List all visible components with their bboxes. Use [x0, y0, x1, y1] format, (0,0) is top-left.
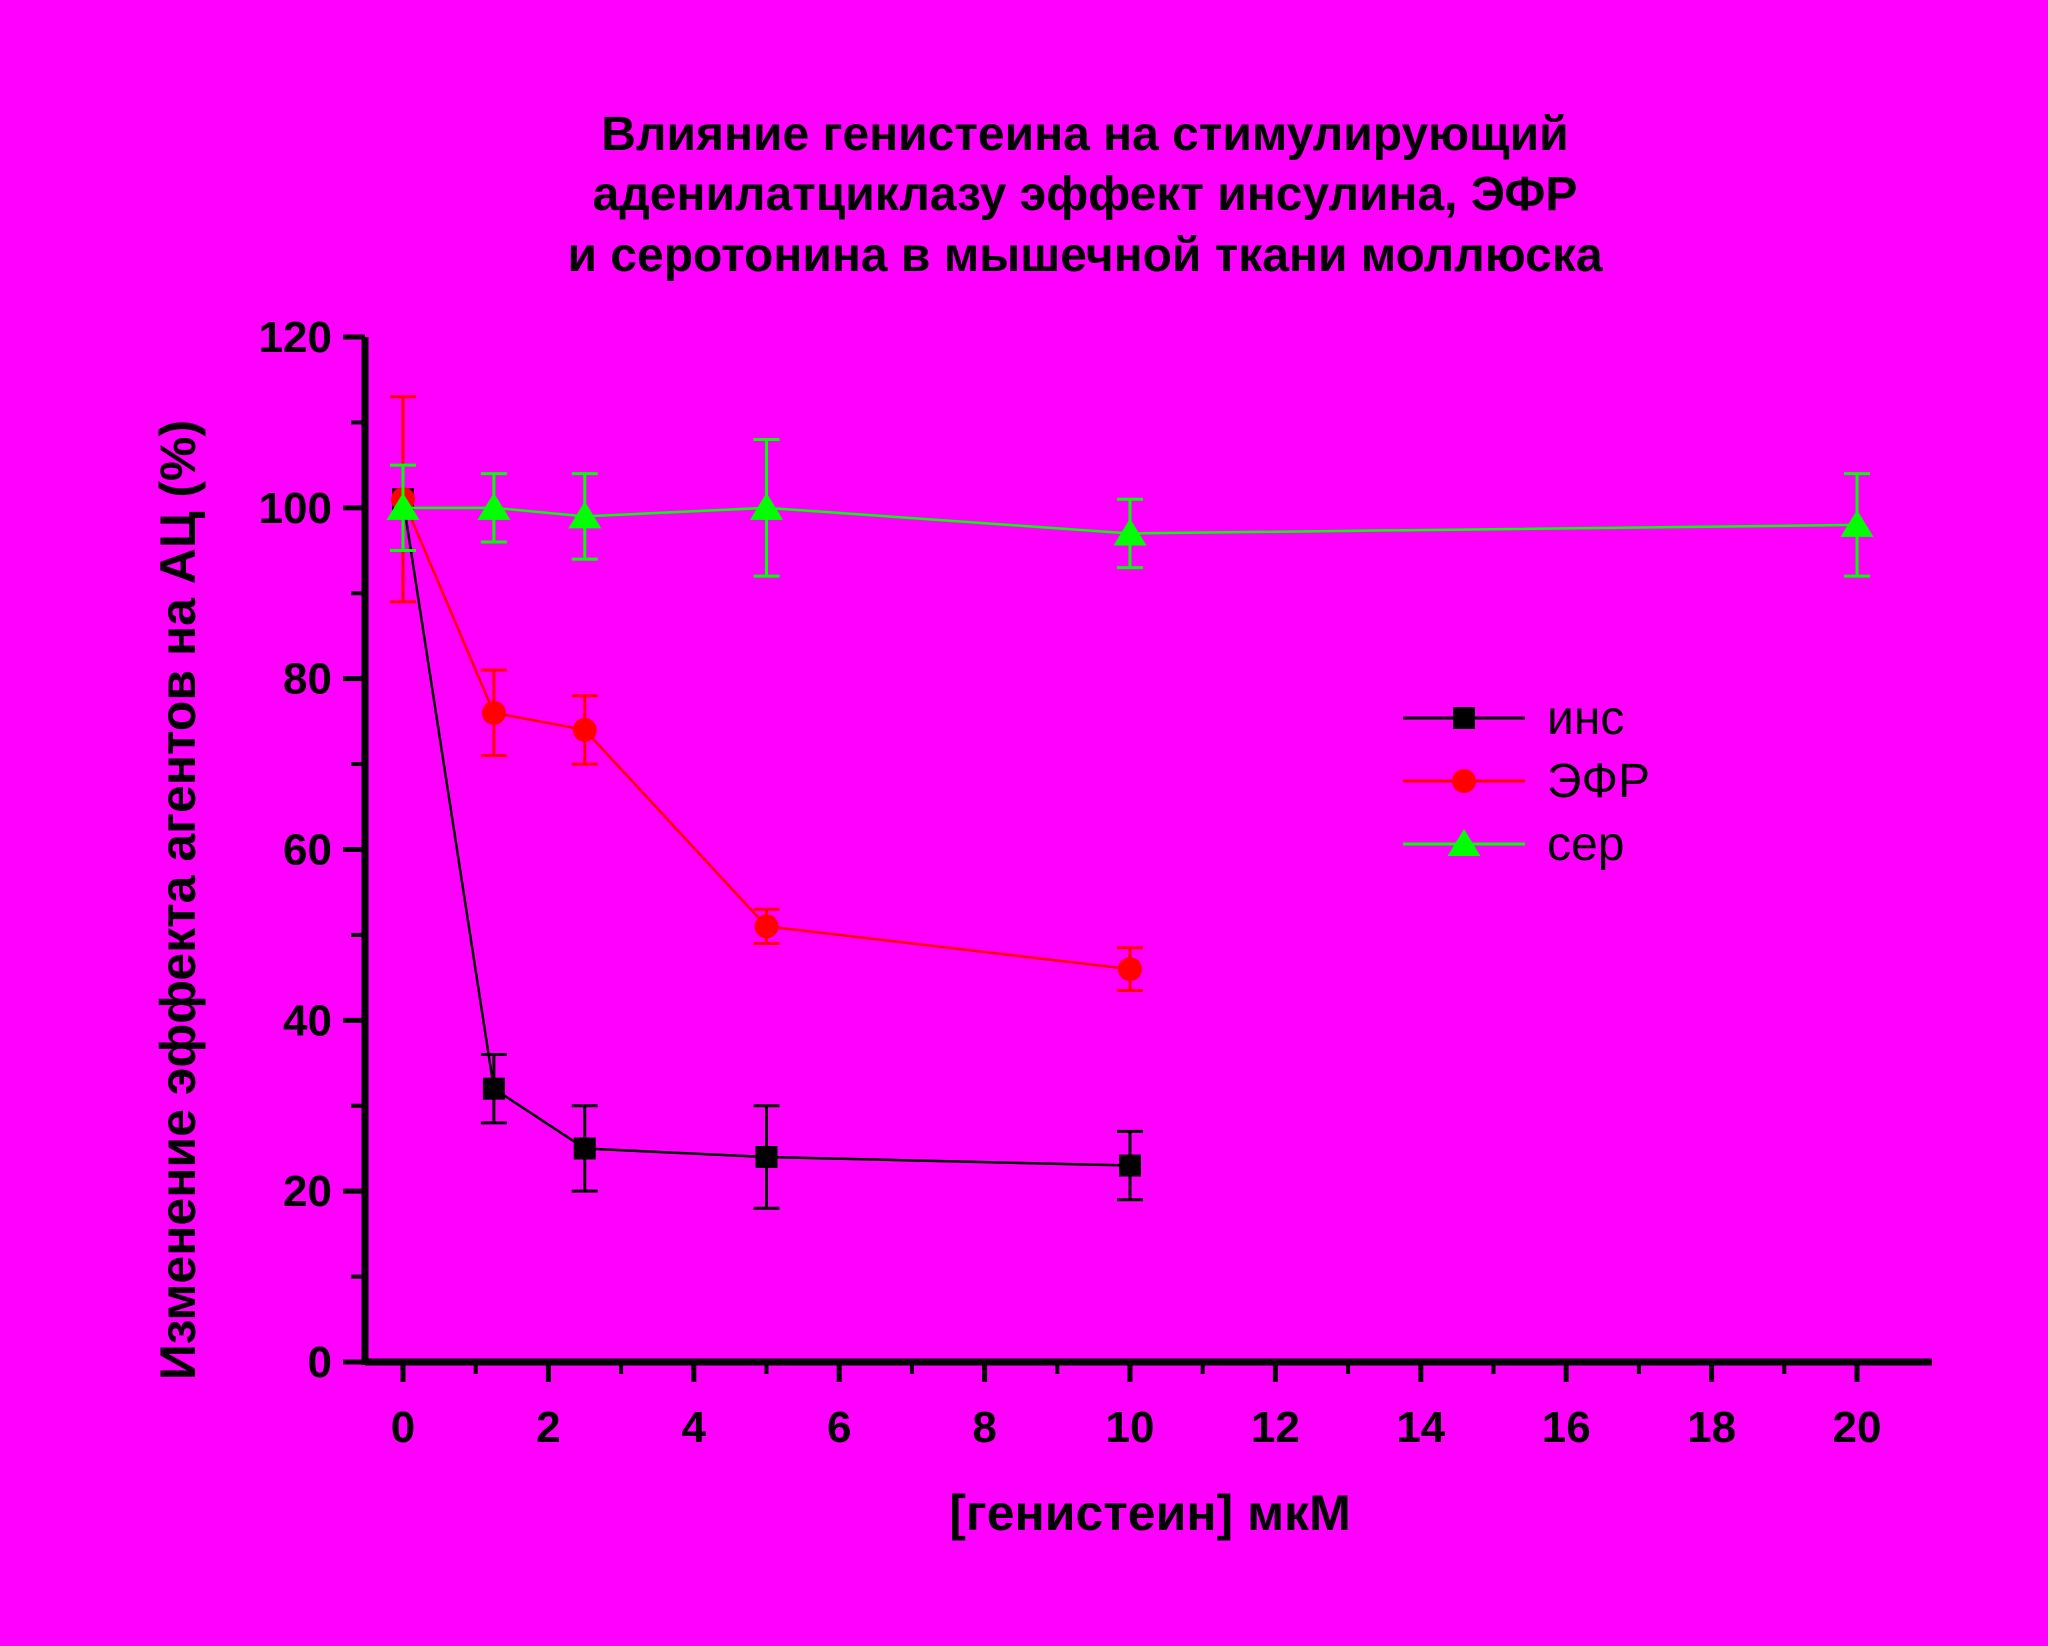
x-tick-label: 14 [1396, 1403, 1445, 1452]
y-tick-label: 60 [283, 826, 332, 875]
series-1 [392, 488, 1143, 1210]
x-tick-label: 0 [391, 1403, 415, 1452]
series-line [403, 506, 1858, 535]
legend-label: сер [1547, 818, 1624, 871]
data-point [754, 914, 779, 939]
y-tick-label: 80 [283, 655, 332, 704]
x-tick-label: 20 [1833, 1403, 1882, 1452]
series-layer [386, 395, 1874, 1210]
x-tick-label: 2 [536, 1403, 560, 1452]
data-point [1840, 509, 1874, 537]
data-point [481, 700, 506, 725]
series-3 [386, 438, 1874, 578]
legend: инс ЭФР сер [1403, 692, 1650, 871]
data-point [1118, 957, 1142, 982]
legend-label: ЭФР [1547, 755, 1650, 808]
series-line [401, 499, 1131, 1167]
chart-title-line-3: и серотонина в мышечной ткани моллюска [567, 229, 1602, 282]
data-point [573, 1137, 596, 1160]
data-point [1113, 518, 1147, 546]
x-tick-label: 4 [682, 1403, 707, 1452]
y-tick-label: 0 [308, 1338, 332, 1387]
x-tick-label: 6 [827, 1403, 851, 1452]
legend-item-3: сер [1403, 818, 1624, 871]
x-tick-label: 10 [1106, 1403, 1155, 1452]
data-point [572, 717, 597, 742]
x-tick-label: 8 [972, 1403, 996, 1452]
x-tick-label: 18 [1687, 1403, 1736, 1452]
chart-title-line-2: аденилатциклазу эффект инсулина, ЭФР [593, 168, 1578, 221]
data-point [750, 492, 783, 520]
y-tick-label: 120 [259, 313, 332, 362]
data-point [1119, 1154, 1141, 1177]
x-tick-label: 16 [1542, 1403, 1591, 1452]
y-tick-label: 100 [259, 484, 332, 533]
legend-item-2: ЭФР [1403, 755, 1650, 808]
data-point [568, 501, 602, 529]
legend-label: инс [1547, 692, 1624, 745]
axes: 0 2 4 6 8 10 12 14 16 18 20 0 20 40 60 80 100 120 [259, 313, 1932, 1452]
x-axis-label: [генистеин] мкМ [949, 1485, 1350, 1541]
legend-marker [1447, 829, 1481, 856]
legend-item-1: инс [1403, 692, 1624, 745]
y-axis-label: Изменение эффекта агентов на АЦ (%) [150, 420, 206, 1380]
chart-title-line-1: Влияние генистеина на стимулирующий [601, 108, 1568, 161]
data-point [477, 492, 511, 520]
series-2 [390, 395, 1143, 992]
y-tick-label: 20 [283, 1167, 332, 1216]
legend-marker [1452, 769, 1476, 793]
legend-marker [1453, 707, 1475, 729]
data-point [482, 1077, 505, 1100]
y-tick-label: 40 [283, 996, 332, 1045]
data-point [386, 492, 420, 520]
x-tick-label: 12 [1251, 1403, 1300, 1452]
chart-title: Влияние генистеина на стимулирующий аден… [567, 108, 1602, 282]
data-point [755, 1146, 778, 1168]
